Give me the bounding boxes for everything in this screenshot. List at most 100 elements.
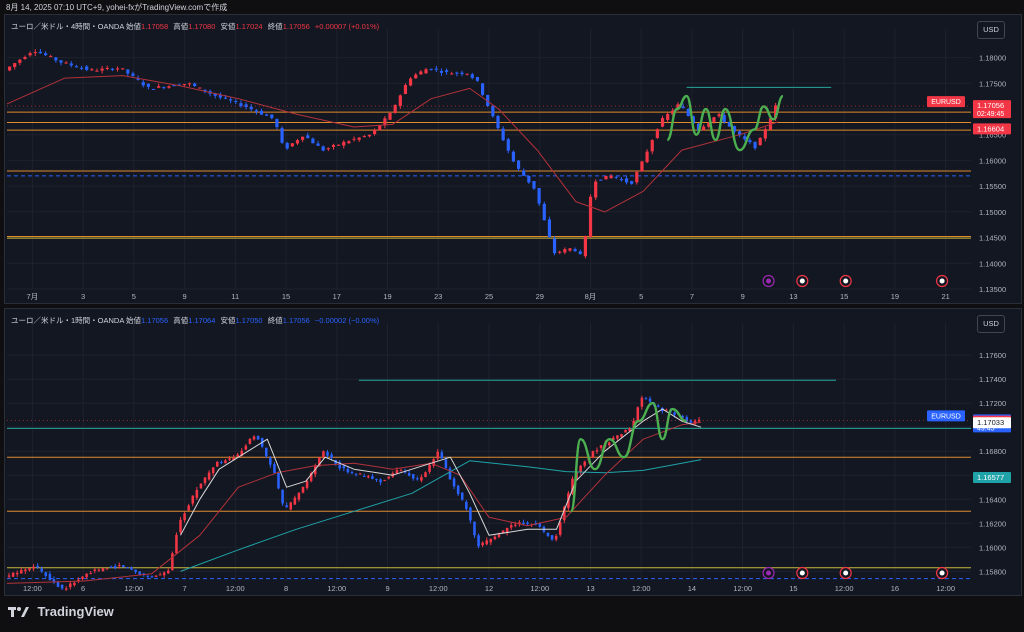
candle-body xyxy=(489,539,493,543)
candle-body xyxy=(554,535,558,540)
candle-body xyxy=(18,59,22,63)
price-tag-countdown: 02:49:45 xyxy=(977,111,1004,118)
candle-body xyxy=(158,574,162,576)
candle-body xyxy=(558,522,562,535)
candle-body xyxy=(465,73,469,75)
legend-low: 1.17050 xyxy=(235,316,263,325)
moving-average-teal xyxy=(180,459,702,572)
legend-close: 1.17056 xyxy=(282,316,310,325)
legend-1h: ユーロ／米ドル・1時間・OANDA 始値1.17056 高値1.17064 安値… xyxy=(11,315,382,326)
candle-body xyxy=(93,569,97,571)
candle-body xyxy=(409,78,413,86)
candle-body xyxy=(244,104,248,108)
candle-body xyxy=(69,583,72,588)
candle-body xyxy=(183,513,186,521)
candle-body xyxy=(738,131,742,136)
candle-body xyxy=(387,476,391,479)
candle-body xyxy=(469,507,472,521)
candle-body xyxy=(318,457,321,467)
candle-body xyxy=(583,461,586,466)
candle-body xyxy=(81,576,84,579)
header-bar: 8月 14, 2025 07:10 UTC+9, yohei-fxがTradin… xyxy=(0,0,1024,14)
legend-high: 1.17080 xyxy=(188,22,216,31)
candle-body xyxy=(15,572,19,575)
candle-body xyxy=(100,68,104,71)
candle-body xyxy=(630,181,634,184)
legend-high: 1.17064 xyxy=(188,316,216,325)
chart-canvas-4h[interactable]: 1.180001.175001.170001.165001.160001.155… xyxy=(5,15,1021,303)
candle-body xyxy=(203,477,207,484)
price-tag-bg xyxy=(973,417,1011,429)
candle-body xyxy=(624,429,627,433)
candle-body xyxy=(306,135,310,139)
candle-body xyxy=(316,143,320,146)
candle-body xyxy=(644,398,648,400)
candle-body xyxy=(265,114,269,116)
legend-4h: ユーロ／米ドル・4時間・OANDA 始値1.17058 高値1.17080 安値… xyxy=(11,21,382,32)
candle-body xyxy=(85,66,89,70)
candle-body xyxy=(141,82,145,86)
candle-body xyxy=(198,87,202,89)
candle-body xyxy=(36,565,39,568)
x-tick-label: 12:00 xyxy=(226,584,245,593)
candle-body xyxy=(113,566,117,568)
chart-panel-4h[interactable]: 1.180001.175001.170001.165001.160001.155… xyxy=(4,14,1022,304)
candle-body xyxy=(105,568,109,570)
currency-button-4h[interactable]: USD xyxy=(977,21,1005,39)
candle-body xyxy=(375,478,378,480)
candle-body xyxy=(56,581,60,587)
candle-body xyxy=(497,534,501,537)
candle-body xyxy=(252,436,256,440)
candle-body xyxy=(648,398,652,402)
x-tick-label: 9 xyxy=(385,584,389,593)
candle-body xyxy=(681,106,685,109)
candle-body xyxy=(64,588,68,590)
legend-low-label: 安値 xyxy=(220,22,236,31)
candle-body xyxy=(440,452,444,459)
candle-body xyxy=(259,110,264,115)
x-tick-label: 12 xyxy=(485,584,493,593)
legend-change: +0.00007 (+0.01%) xyxy=(314,22,380,31)
x-tick-label: 15 xyxy=(789,584,797,593)
candle-body xyxy=(538,523,542,527)
candle-body xyxy=(234,101,238,103)
candle-body xyxy=(95,70,99,72)
candle-body xyxy=(558,251,562,253)
y-tick-label: 1.16500 xyxy=(979,131,1006,140)
candle-body xyxy=(542,203,546,221)
chart-canvas-1h[interactable]: 1.176001.174001.172001.170001.168001.166… xyxy=(5,309,1021,595)
legend-high-label: 高値 xyxy=(173,22,189,31)
candle-body xyxy=(550,535,554,540)
candle-body xyxy=(619,179,623,181)
candle-body xyxy=(352,138,356,140)
candle-body xyxy=(393,105,397,113)
x-tick-label: 12:00 xyxy=(733,584,752,593)
candle-body xyxy=(24,569,27,572)
x-tick-label: 3 xyxy=(81,292,85,301)
currency-button-1h[interactable]: USD xyxy=(977,315,1005,333)
candle-body xyxy=(691,116,695,124)
candle-body xyxy=(146,83,150,87)
candle-body xyxy=(505,527,509,533)
candle-body xyxy=(429,68,433,70)
x-tick-label: 15 xyxy=(282,292,290,301)
candle-body xyxy=(388,113,392,120)
price-tag-value: 1.17033 xyxy=(977,418,1004,427)
symbol-tag: EURUSD xyxy=(931,413,961,420)
candle-body xyxy=(456,485,460,495)
candle-body xyxy=(371,476,374,479)
chart-panel-1h[interactable]: 1.176001.174001.172001.170001.168001.166… xyxy=(4,308,1022,596)
x-tick-label: 14 xyxy=(688,584,696,593)
x-tick-label: 12:00 xyxy=(124,584,143,593)
candle-body xyxy=(379,479,382,483)
candle-body xyxy=(367,476,370,478)
candle-body xyxy=(599,445,603,448)
candle-body xyxy=(448,468,452,480)
candle-body xyxy=(126,69,130,74)
candle-body xyxy=(573,249,577,252)
candle-body xyxy=(614,176,618,178)
candle-body xyxy=(191,495,195,504)
candle-body xyxy=(612,437,615,440)
candle-body xyxy=(660,117,665,127)
candle-body xyxy=(403,84,408,94)
